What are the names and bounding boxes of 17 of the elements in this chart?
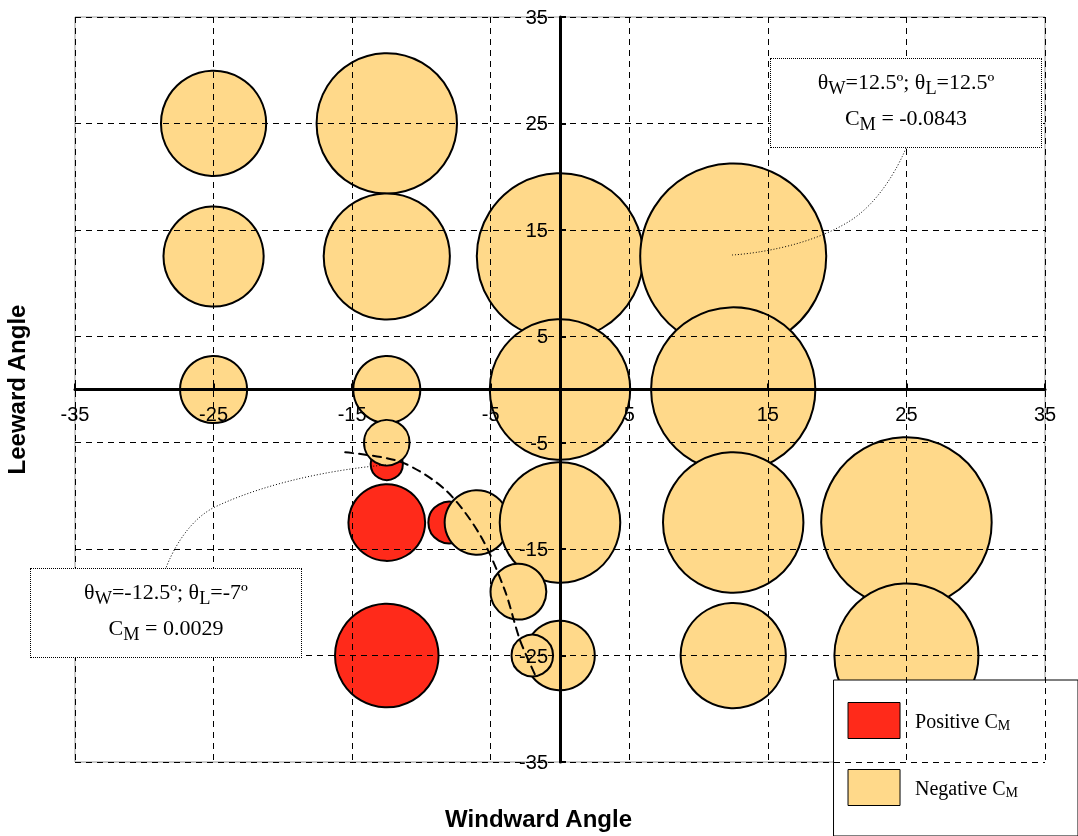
callout-box: θ$_{W}$=12.5º; θ$_{L}$=12.5º C$_{M}$ = -0.0843: [770, 58, 1042, 148]
y-tick-label: 15: [525, 218, 548, 241]
x-tick-label: -35: [60, 402, 90, 425]
y-tick-label: -35: [519, 751, 548, 773]
callout-box: θ$_{W}$=-12.5º; θ$_{L}$=-7º C$_{M}$ = 0.0029: [30, 568, 302, 658]
x-tick-label: 15: [756, 402, 779, 425]
y-tick-label: -25: [519, 644, 548, 667]
x-tick-label: 25: [895, 402, 918, 425]
x-tick-label: -25: [199, 402, 229, 425]
y-tick-label: -15: [519, 538, 548, 561]
y-tick-label: 5: [536, 325, 548, 348]
y-tick-label: 25: [525, 112, 548, 135]
y-tick-label: 35: [525, 6, 548, 28]
y-axis-title: Leeward Angle: [2, 304, 30, 475]
x-axis-title: Windward Angle: [445, 804, 632, 832]
y-tick-label: -5: [530, 431, 548, 454]
x-tick-label: 35: [1033, 402, 1057, 425]
